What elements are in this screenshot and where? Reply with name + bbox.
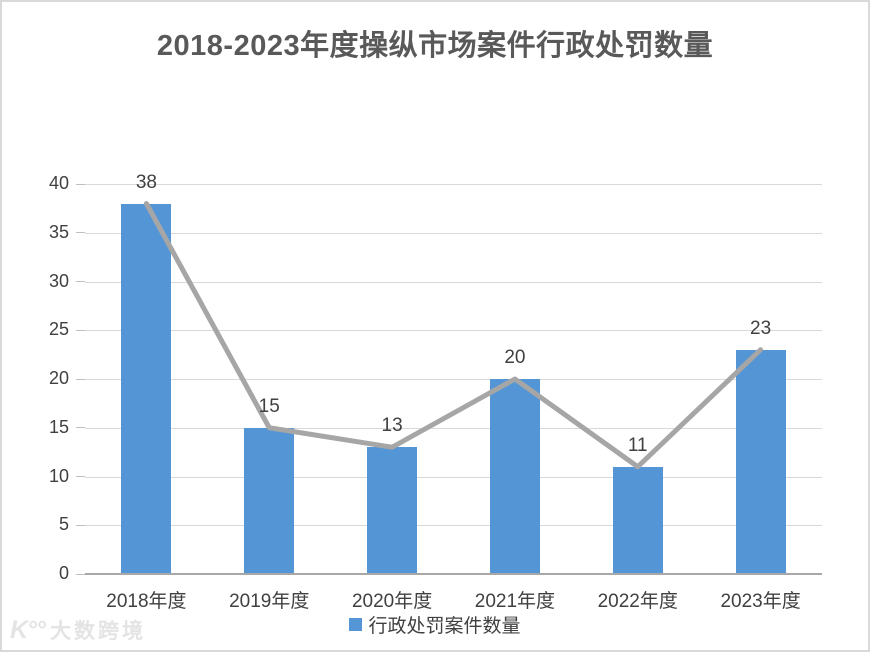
grid-line: [85, 232, 822, 234]
data-label: 38: [135, 171, 157, 193]
y-tick-label: 0: [58, 563, 69, 583]
legend: 行政处罚案件数量: [2, 611, 868, 638]
y-tick-label: 10: [48, 465, 69, 486]
y-tick-label: 35: [48, 221, 69, 242]
x-axis-line: [85, 573, 822, 575]
grid-line: [85, 330, 822, 332]
y-axis-tick: [76, 378, 85, 380]
bar: [612, 466, 663, 574]
watermark: K°° 大数跨境: [10, 615, 146, 645]
data-label: 23: [750, 317, 772, 339]
data-label: 13: [381, 415, 403, 437]
watermark-logo-icon: K°°: [10, 616, 46, 644]
y-axis-tick: [76, 427, 85, 429]
bar: [121, 203, 172, 574]
grid-line: [85, 379, 822, 380]
y-axis-tick: [76, 232, 85, 234]
bar: [244, 427, 295, 574]
grid-line: [85, 184, 822, 185]
y-axis-tick: [76, 573, 85, 575]
bar: [735, 349, 786, 574]
bar: [489, 379, 540, 574]
y-axis-tick: [76, 183, 85, 185]
y-axis-tick: [76, 476, 85, 477]
y-tick-label: 40: [48, 173, 69, 193]
legend-swatch-icon: [349, 618, 363, 631]
y-axis-tick: [76, 524, 85, 526]
y-axis-tick: [76, 329, 85, 331]
watermark-text: 大数跨境: [50, 620, 147, 643]
bar: [367, 447, 418, 574]
plot-area: 0 5 10 15 20 25 30 35 40 38 15 13 20 11 23 2018年度 2019年度…: [49, 172, 822, 612]
y-tick-label: 5: [58, 514, 69, 535]
grid-line: [85, 427, 822, 429]
grid-line: [85, 476, 822, 478]
x-tick-label: 2018年度: [106, 591, 187, 612]
y-tick-label: 30: [48, 270, 69, 291]
x-tick-label: 2023年度: [720, 591, 801, 612]
grid-line: [85, 281, 822, 283]
y-axis-tick: [76, 281, 85, 282]
y-tick-label: 15: [48, 416, 69, 437]
y-tick-label: 25: [48, 319, 69, 340]
data-label: 11: [627, 434, 648, 456]
x-tick-label: 2020年度: [351, 591, 433, 612]
x-tick-label: 2021年度: [474, 591, 556, 612]
y-tick-label: 20: [48, 368, 69, 388]
x-tick-label: 2019年度: [229, 591, 310, 612]
grid-line: [85, 525, 822, 527]
chart-title: 2018-2023年度操纵市场案件行政处罚数量: [156, 30, 714, 62]
trend-line: [143, 201, 764, 470]
data-label: 15: [258, 395, 280, 417]
legend-label: 行政处罚案件数量: [368, 616, 521, 637]
data-label: 20: [504, 347, 526, 368]
x-tick-label: 2022年度: [597, 591, 678, 612]
